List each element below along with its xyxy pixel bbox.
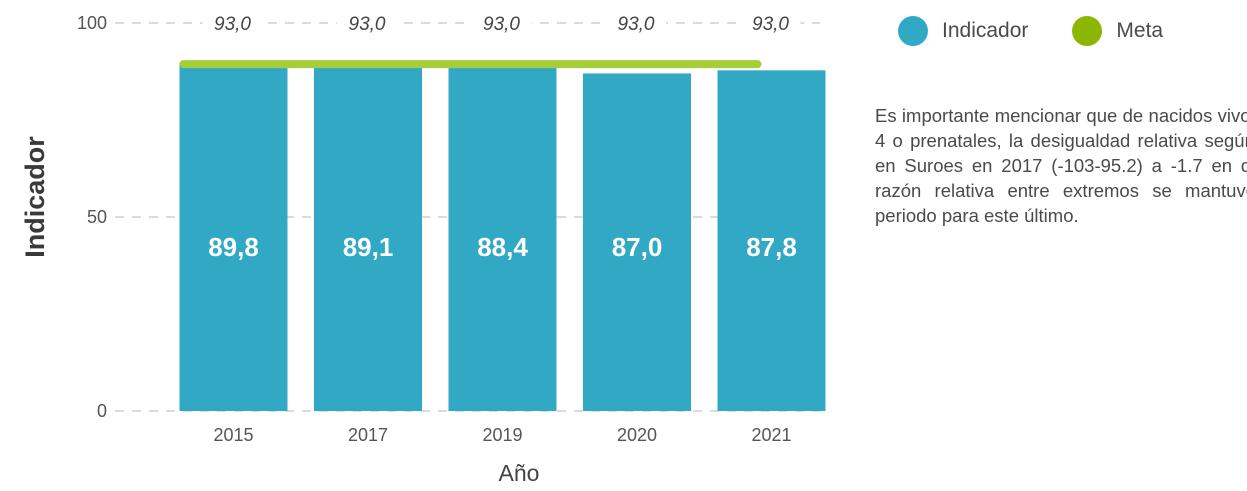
x-tick-label: 2019 — [482, 425, 522, 445]
meta-label-bg — [202, 10, 263, 34]
y-tick-label: 0 — [97, 401, 107, 421]
bar — [717, 70, 826, 411]
legend-swatch-indicador — [898, 16, 928, 46]
bar-value-label: 89,1 — [343, 232, 394, 262]
bar-value-label: 89,8 — [208, 232, 259, 262]
bar-value-label: 87,8 — [746, 232, 797, 262]
x-axis-title: Año — [499, 460, 540, 486]
x-tick-label: 2021 — [751, 425, 791, 445]
meta-label-bg — [471, 10, 532, 34]
legend: Indicador Meta — [898, 16, 1207, 46]
bar — [448, 68, 557, 412]
legend-swatch-meta — [1072, 16, 1103, 46]
bar — [179, 62, 288, 412]
meta-value-label: 93,0 — [214, 14, 251, 35]
meta-value-label: 93,0 — [752, 14, 789, 35]
meta-label-bg — [606, 10, 666, 34]
bar — [314, 65, 422, 412]
bar-value-label: 88,4 — [477, 232, 528, 262]
legend-label-meta: Meta — [1116, 19, 1164, 42]
y-tick-label: 50 — [87, 207, 107, 227]
x-tick-label: 2015 — [213, 425, 253, 445]
legend-item-meta: Meta — [1072, 16, 1163, 46]
meta-label-bg — [337, 10, 397, 34]
y-axis-title: Indicador — [20, 136, 50, 258]
legend-label-indicador: Indicador — [942, 19, 1029, 42]
bar-value-label: 87,0 — [612, 232, 663, 262]
meta-label-bg — [740, 10, 801, 34]
meta-value-label: 93,0 — [349, 14, 386, 35]
x-tick-label: 2017 — [348, 425, 388, 445]
meta-value-label: 93,0 — [618, 14, 655, 35]
x-tick-label: 2020 — [617, 425, 657, 445]
note-paragraph: Es importante mencionar que de nacidos v… — [875, 105, 1247, 226]
meta-value-label: 93,0 — [483, 14, 520, 35]
bar — [583, 73, 691, 411]
legend-item-indicador: Indicador — [898, 16, 1028, 46]
y-tick-label: 100 — [77, 13, 107, 33]
